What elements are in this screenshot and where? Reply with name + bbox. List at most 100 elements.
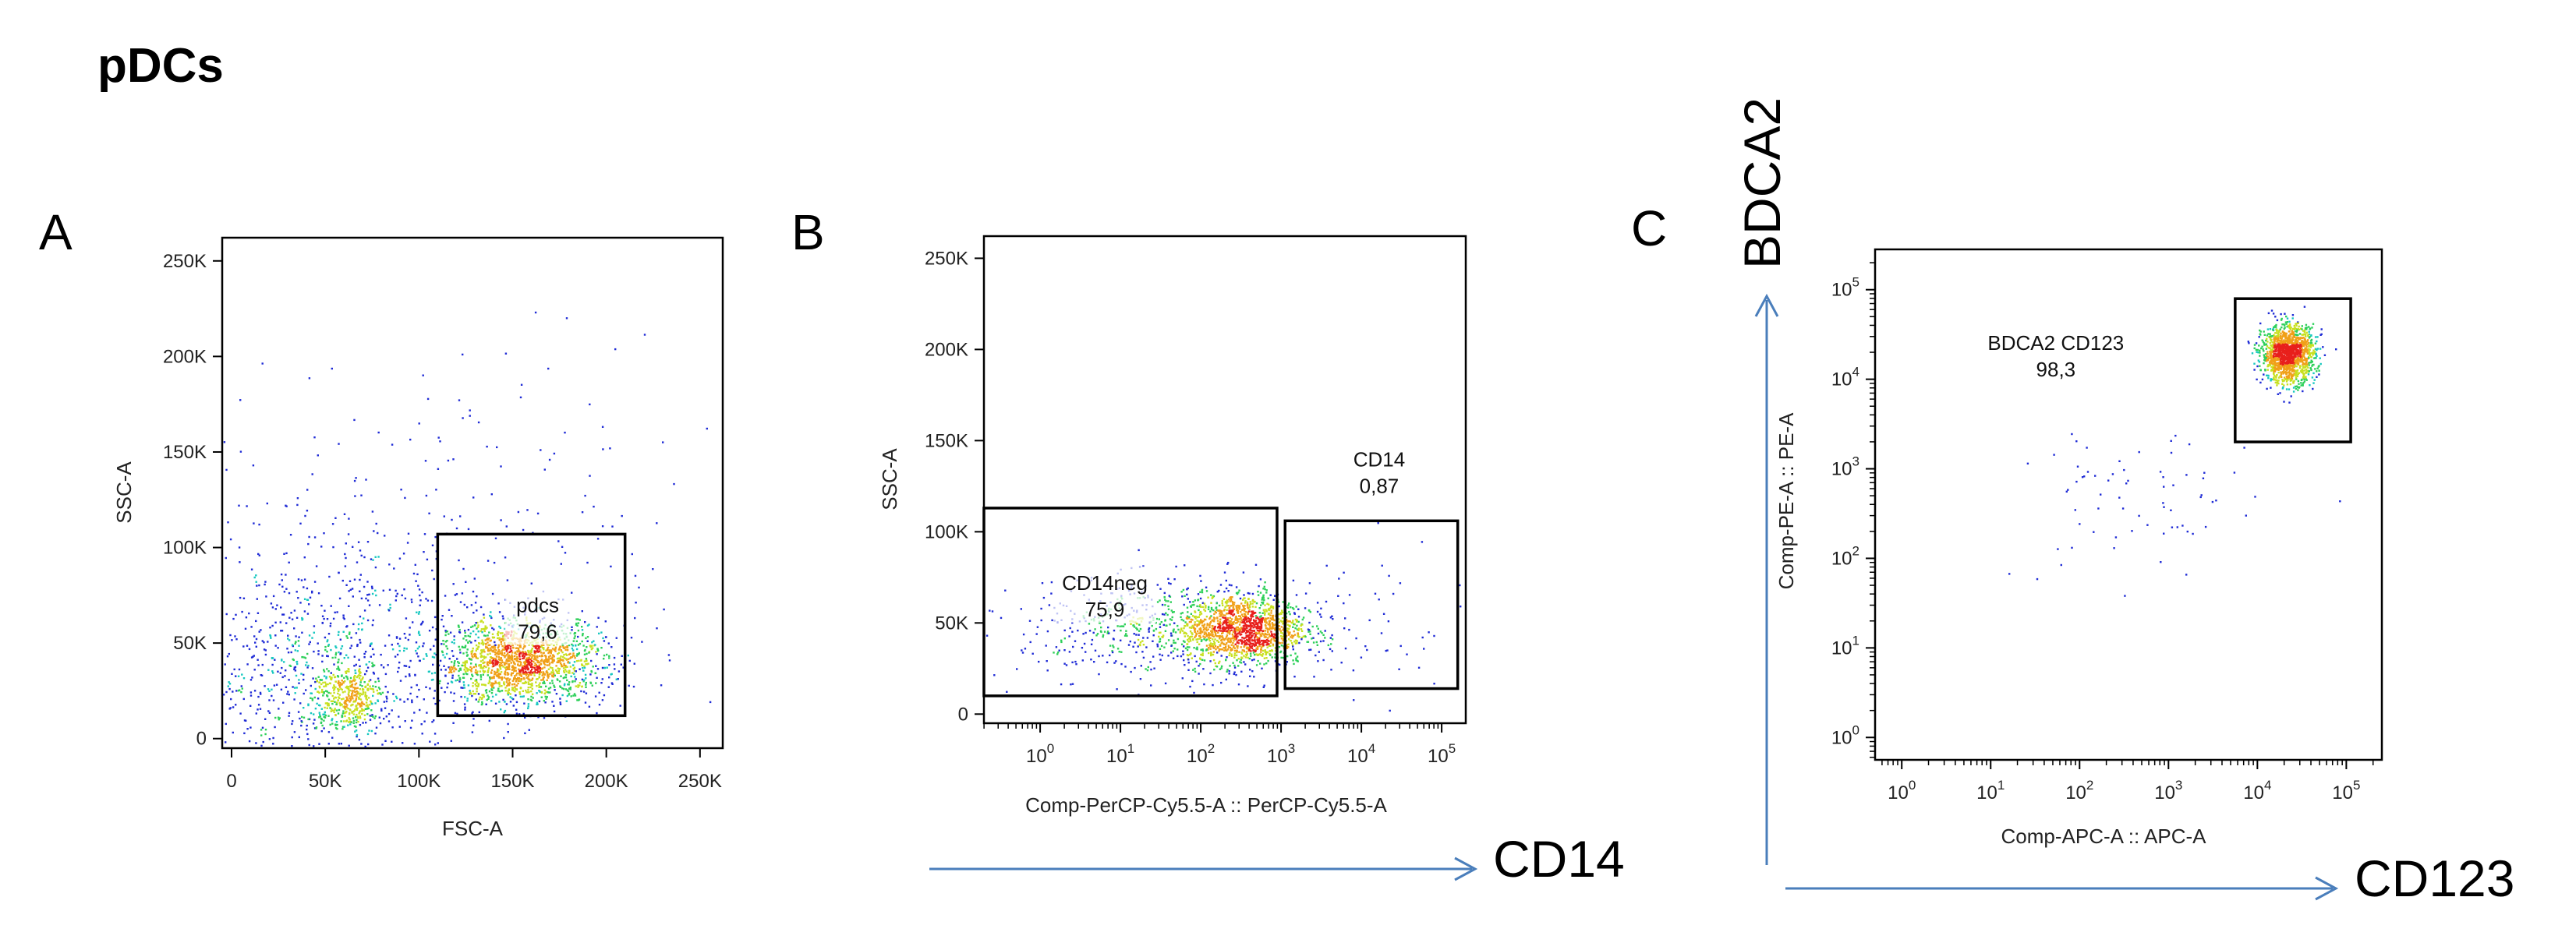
event-dot <box>487 671 490 673</box>
event-dot <box>1274 627 1277 630</box>
event-dot <box>1046 669 1049 672</box>
event-dot <box>1194 615 1197 618</box>
event-dot <box>553 452 556 455</box>
event-dot <box>373 690 375 693</box>
event-dot <box>522 657 525 659</box>
event-dot <box>1253 645 1256 647</box>
event-dot <box>1183 645 1185 648</box>
event-dot <box>1085 631 1087 634</box>
event-dot <box>453 638 455 641</box>
event-dot <box>1254 644 1257 647</box>
event-dot <box>525 659 529 662</box>
event-dot <box>1201 630 1204 633</box>
event-dot <box>1258 630 1260 632</box>
event-dot <box>416 611 418 613</box>
event-dot <box>1189 653 1191 656</box>
event-dot <box>1247 613 1249 615</box>
event-dot <box>301 656 303 659</box>
event-dot <box>1259 618 1261 621</box>
event-dot <box>271 688 273 690</box>
event-dot <box>656 627 658 630</box>
event-dot <box>1228 611 1231 614</box>
event-dot <box>485 666 487 669</box>
event-dot <box>347 693 350 695</box>
event-dot <box>477 701 479 703</box>
event-dot <box>1205 586 1208 588</box>
event-dot <box>1264 617 1267 620</box>
event-dot <box>299 717 301 720</box>
event-dot <box>1199 604 1201 606</box>
event-dot <box>520 663 522 666</box>
event-dot <box>1216 620 1219 622</box>
event-dot <box>409 438 412 441</box>
event-dot <box>377 677 380 680</box>
event-dot <box>391 648 395 651</box>
event-dot <box>334 701 336 703</box>
event-dot <box>359 692 362 695</box>
event-dot <box>363 714 366 716</box>
event-dot <box>1270 612 1272 614</box>
event-dot <box>559 662 562 665</box>
event-dot <box>564 688 568 690</box>
event-dot <box>370 729 373 733</box>
event-dot <box>364 708 366 711</box>
event-dot <box>1173 628 1175 630</box>
event-dot <box>1145 668 1147 670</box>
event-dot <box>563 669 565 673</box>
event-dot <box>353 479 356 482</box>
event-dot <box>1320 607 1322 609</box>
event-dot <box>522 650 524 653</box>
event-dot <box>481 683 483 686</box>
event-dot <box>1324 630 1326 632</box>
event-dot <box>548 649 550 652</box>
event-dot <box>385 695 387 698</box>
event-dot <box>342 697 345 700</box>
event-dot <box>1260 648 1262 651</box>
event-dot <box>1240 641 1244 644</box>
event-dot <box>1270 637 1273 641</box>
event-dot <box>222 694 225 696</box>
event-dot <box>1221 602 1223 605</box>
event-dot <box>454 667 456 669</box>
event-dot <box>366 581 369 583</box>
event-dot <box>571 656 574 659</box>
event-dot <box>1229 630 1231 633</box>
event-dot <box>577 684 579 687</box>
event-dot <box>403 647 405 649</box>
event-dot <box>1233 602 1236 604</box>
event-dot <box>1186 615 1189 617</box>
event-dot <box>515 647 518 649</box>
event-dot <box>1189 630 1192 633</box>
event-dot <box>1220 611 1223 613</box>
event-dot <box>518 668 520 670</box>
event-dot <box>528 690 530 694</box>
event-dot <box>332 687 334 689</box>
event-dot <box>235 638 238 641</box>
event-dot <box>345 699 348 702</box>
event-dot <box>290 651 292 654</box>
event-dot <box>517 664 519 666</box>
event-dot <box>577 629 580 632</box>
event-dot <box>508 647 510 649</box>
event-dot <box>1035 633 1038 635</box>
event-dot <box>571 643 573 646</box>
event-dot <box>1207 647 1210 649</box>
event-dot <box>1282 656 1284 659</box>
event-dot <box>261 663 264 666</box>
event-dot <box>1236 621 1238 624</box>
event-dot <box>1219 668 1222 670</box>
event-dot <box>1224 647 1226 649</box>
event-dot <box>569 657 571 659</box>
event-dot <box>582 669 585 672</box>
event-dot <box>1137 645 1139 648</box>
event-dot <box>459 667 462 669</box>
event-dot <box>349 701 351 703</box>
event-dot <box>491 686 494 688</box>
event-dot <box>353 694 356 697</box>
event-dot <box>554 689 556 691</box>
event-dot <box>359 711 361 714</box>
event-dot <box>298 645 300 647</box>
event-dot <box>1187 669 1190 671</box>
event-dot <box>316 702 318 705</box>
event-dot <box>326 690 328 693</box>
